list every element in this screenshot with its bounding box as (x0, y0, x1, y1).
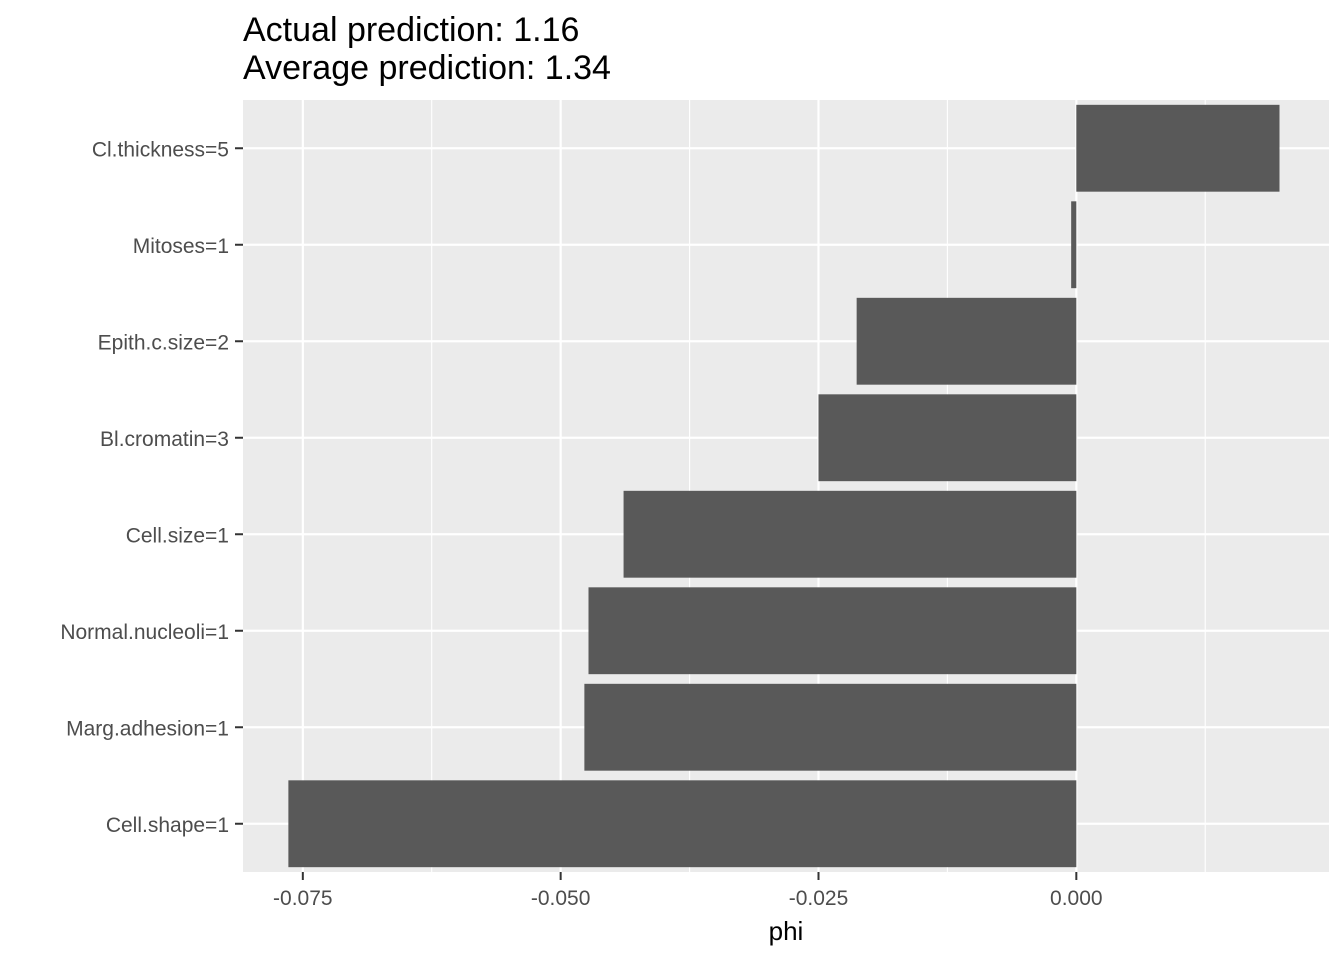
x-tick-label: -0.050 (531, 887, 591, 910)
bar (623, 490, 1077, 578)
y-tick-label: Cell.shape=1 (106, 814, 229, 837)
y-tick-label: Marg.adhesion=1 (66, 717, 229, 740)
y-tick-label: Epith.c.size=2 (98, 331, 229, 354)
y-axis: Cl.thickness=5 Mitoses=1 Epith.c.size=2 Bl.… (60, 138, 243, 837)
bar (1071, 201, 1077, 289)
x-tick-label: -0.025 (789, 887, 849, 910)
x-tick-label: 0.000 (1050, 887, 1103, 910)
y-tick-label: Bl.cromatin=3 (100, 428, 229, 451)
bar (288, 780, 1077, 868)
bars (288, 104, 1280, 868)
y-tick-label: Normal.nucleoli=1 (60, 621, 229, 644)
chart-subtitle: Average prediction: 1.34 (243, 49, 611, 87)
y-tick-label: Cl.thickness=5 (92, 138, 229, 161)
bar (856, 297, 1077, 385)
x-tick-label: -0.075 (273, 887, 333, 910)
x-axis: -0.075 -0.050 -0.025 0.000 (273, 872, 1103, 910)
bar (588, 587, 1077, 675)
y-tick-label: Mitoses=1 (133, 235, 229, 258)
x-axis-title: phi (769, 916, 804, 946)
chart-title: Actual prediction: 1.16 (243, 11, 579, 49)
bar (818, 394, 1077, 482)
y-tick-label: Cell.size=1 (126, 524, 229, 547)
bar (1076, 104, 1280, 192)
bar (584, 683, 1077, 771)
